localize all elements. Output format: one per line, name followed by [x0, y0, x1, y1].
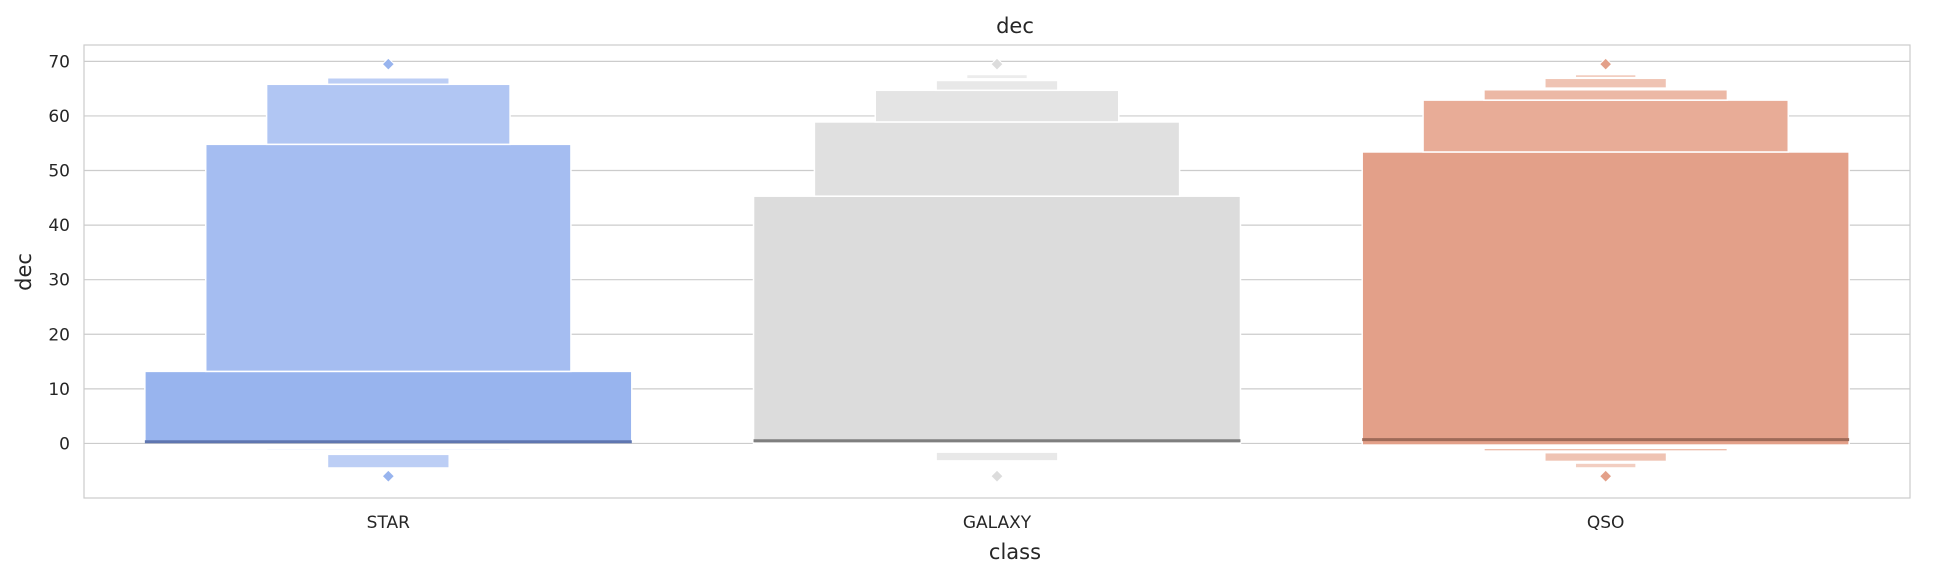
x-axis-label: class [989, 540, 1041, 564]
outlier-point [381, 469, 396, 483]
plot-frame [83, 44, 1911, 499]
boxen-box [935, 79, 1059, 92]
y-tick-label: 20 [48, 325, 70, 345]
boxen-box-lower [326, 453, 450, 469]
outlier-point [990, 469, 1004, 483]
boxen-box [1361, 151, 1850, 446]
x-tick-label: QSO [1587, 513, 1625, 533]
boxen-box [1483, 89, 1729, 101]
outlier-point [1598, 57, 1613, 71]
boxen-box [874, 89, 1120, 123]
boxen-box [144, 370, 633, 443]
x-tick-label: GALAXY [963, 513, 1032, 533]
outlier-point [990, 57, 1004, 71]
x-tick-label: STAR [367, 513, 410, 533]
boxen-box [265, 83, 511, 146]
boxen-box [1574, 73, 1637, 79]
outlier-point [381, 57, 396, 71]
y-tick-label: 10 [48, 380, 70, 400]
y-tick-label: 30 [48, 271, 70, 291]
outlier-point [1598, 469, 1613, 483]
boxen-box [752, 195, 1242, 445]
boxen-box-lower [1483, 447, 1729, 452]
boxen-box [813, 121, 1181, 197]
y-axis-label: dec [12, 253, 36, 291]
boxen-box-lower [1544, 451, 1668, 463]
y-tick-label: 40 [48, 216, 70, 236]
y-tick-label: 50 [48, 162, 70, 182]
y-tick-label: 70 [48, 52, 70, 72]
x-tick-labels: STAR GALAXY QSO [367, 513, 1625, 533]
boxen-box [1422, 99, 1790, 153]
boxen-box [204, 143, 572, 373]
boxen-box-lower [1574, 462, 1637, 469]
boxen-box-lower [874, 448, 1120, 451]
boxen-box [965, 73, 1029, 80]
boxen-box [326, 76, 450, 86]
boxen-box-lower [265, 447, 511, 451]
y-tick-label: 60 [48, 107, 70, 127]
chart-title: dec [996, 14, 1034, 38]
y-tick-labels: 0 10 20 30 40 50 60 70 [48, 52, 70, 454]
boxen-box-lower [935, 451, 1059, 462]
y-tick-label: 0 [59, 434, 70, 454]
boxen-boxes [144, 57, 1850, 483]
boxen-box [1544, 77, 1668, 89]
